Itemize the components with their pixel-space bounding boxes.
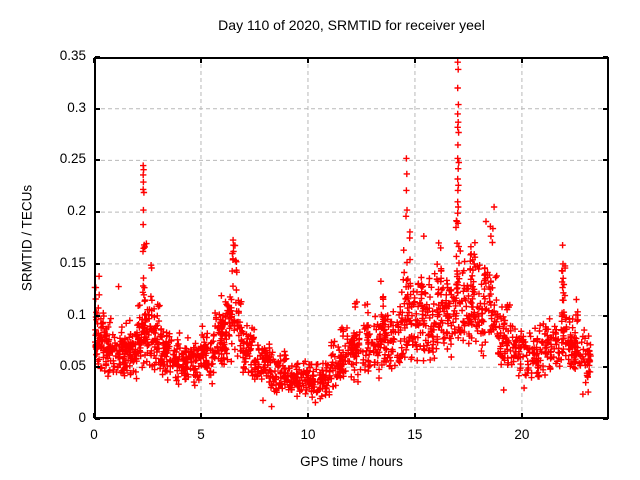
y-tick-label: 0 bbox=[78, 410, 86, 425]
chart-title: Day 110 of 2020, SRMTID for receiver yee… bbox=[218, 17, 485, 33]
x-axis-label: GPS time / hours bbox=[300, 454, 403, 469]
y-tick-label: 0.1 bbox=[67, 306, 86, 322]
y-tick-label: 0.15 bbox=[59, 254, 86, 270]
x-tick-label: 15 bbox=[407, 427, 423, 442]
x-tick-label: 5 bbox=[197, 427, 205, 442]
y-tick-label: 0.05 bbox=[59, 358, 86, 374]
x-tick-label: 0 bbox=[90, 427, 98, 442]
x-tick-label: 20 bbox=[514, 427, 530, 442]
y-tick-label: 0.3 bbox=[67, 99, 86, 115]
x-tick-label: 10 bbox=[300, 427, 316, 442]
y-tick-label: 0.25 bbox=[59, 151, 86, 167]
plot-frame bbox=[94, 57, 609, 419]
y-tick-label: 0.35 bbox=[59, 48, 86, 63]
scatter-markers bbox=[91, 59, 594, 410]
axis-ticks bbox=[93, 56, 608, 420]
y-tick-label: 0.2 bbox=[67, 203, 86, 219]
